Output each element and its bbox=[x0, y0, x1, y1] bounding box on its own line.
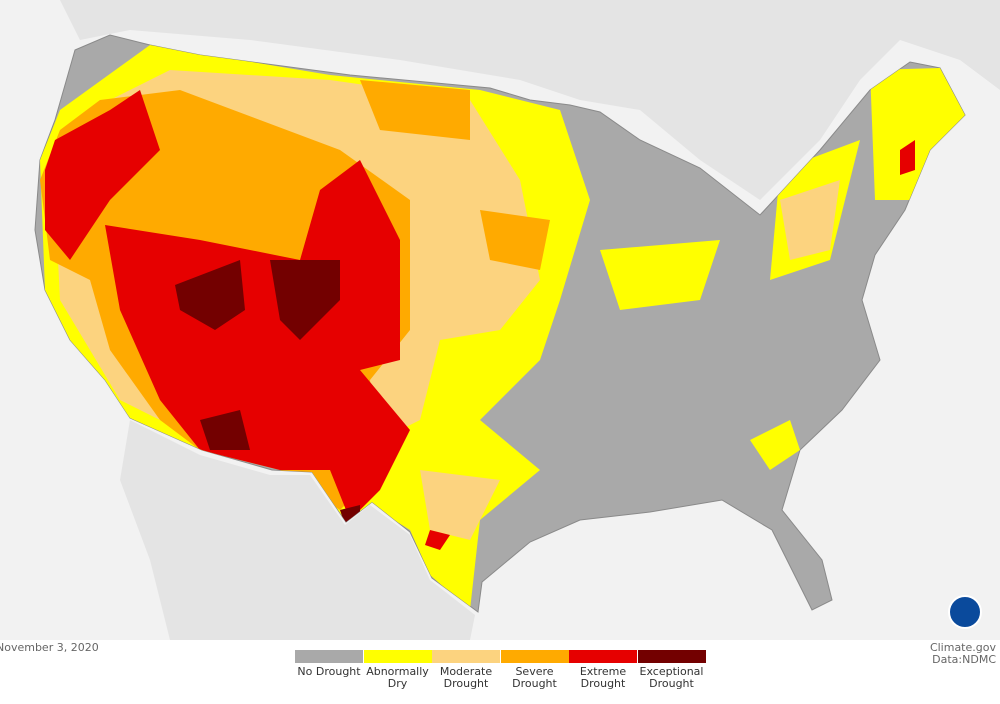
legend-swatch bbox=[432, 650, 500, 663]
drought-area bbox=[870, 68, 965, 200]
drought-areas bbox=[40, 45, 965, 610]
drought-area bbox=[600, 240, 720, 310]
legend-swatch bbox=[637, 650, 706, 663]
legend-swatch bbox=[569, 650, 637, 663]
drought-area bbox=[270, 260, 340, 340]
legend-label: Extreme Drought bbox=[579, 665, 627, 690]
legend-swatch bbox=[500, 650, 569, 663]
credit: Climate.gov bbox=[929, 641, 996, 654]
drought-area bbox=[750, 420, 800, 470]
date: November 3, 2020 bbox=[0, 641, 99, 654]
drought-area bbox=[780, 180, 840, 260]
canada bbox=[60, 0, 1000, 200]
mexico bbox=[120, 420, 475, 640]
drought-area bbox=[360, 80, 470, 140]
drought-area bbox=[105, 160, 410, 520]
legend-label: Abnormally Dry bbox=[366, 665, 429, 690]
legend-swatch bbox=[295, 650, 363, 663]
legend-label: Severe Drought bbox=[512, 665, 557, 690]
drought-area bbox=[175, 260, 245, 330]
drought-area bbox=[425, 530, 450, 550]
legend-swatch bbox=[363, 650, 432, 663]
legend-label: No Drought bbox=[297, 665, 361, 678]
map bbox=[0, 0, 1000, 640]
legend-label: Moderate Drought bbox=[439, 665, 493, 690]
noaa-logo bbox=[948, 595, 982, 629]
drought-area bbox=[420, 470, 500, 540]
legend-label: Exceptional Drought bbox=[639, 665, 704, 690]
drought-area bbox=[200, 410, 250, 450]
drought-area bbox=[480, 210, 550, 270]
drought-area bbox=[45, 90, 160, 260]
drought-area bbox=[900, 140, 915, 175]
credit: Data:NDMC bbox=[932, 653, 996, 666]
